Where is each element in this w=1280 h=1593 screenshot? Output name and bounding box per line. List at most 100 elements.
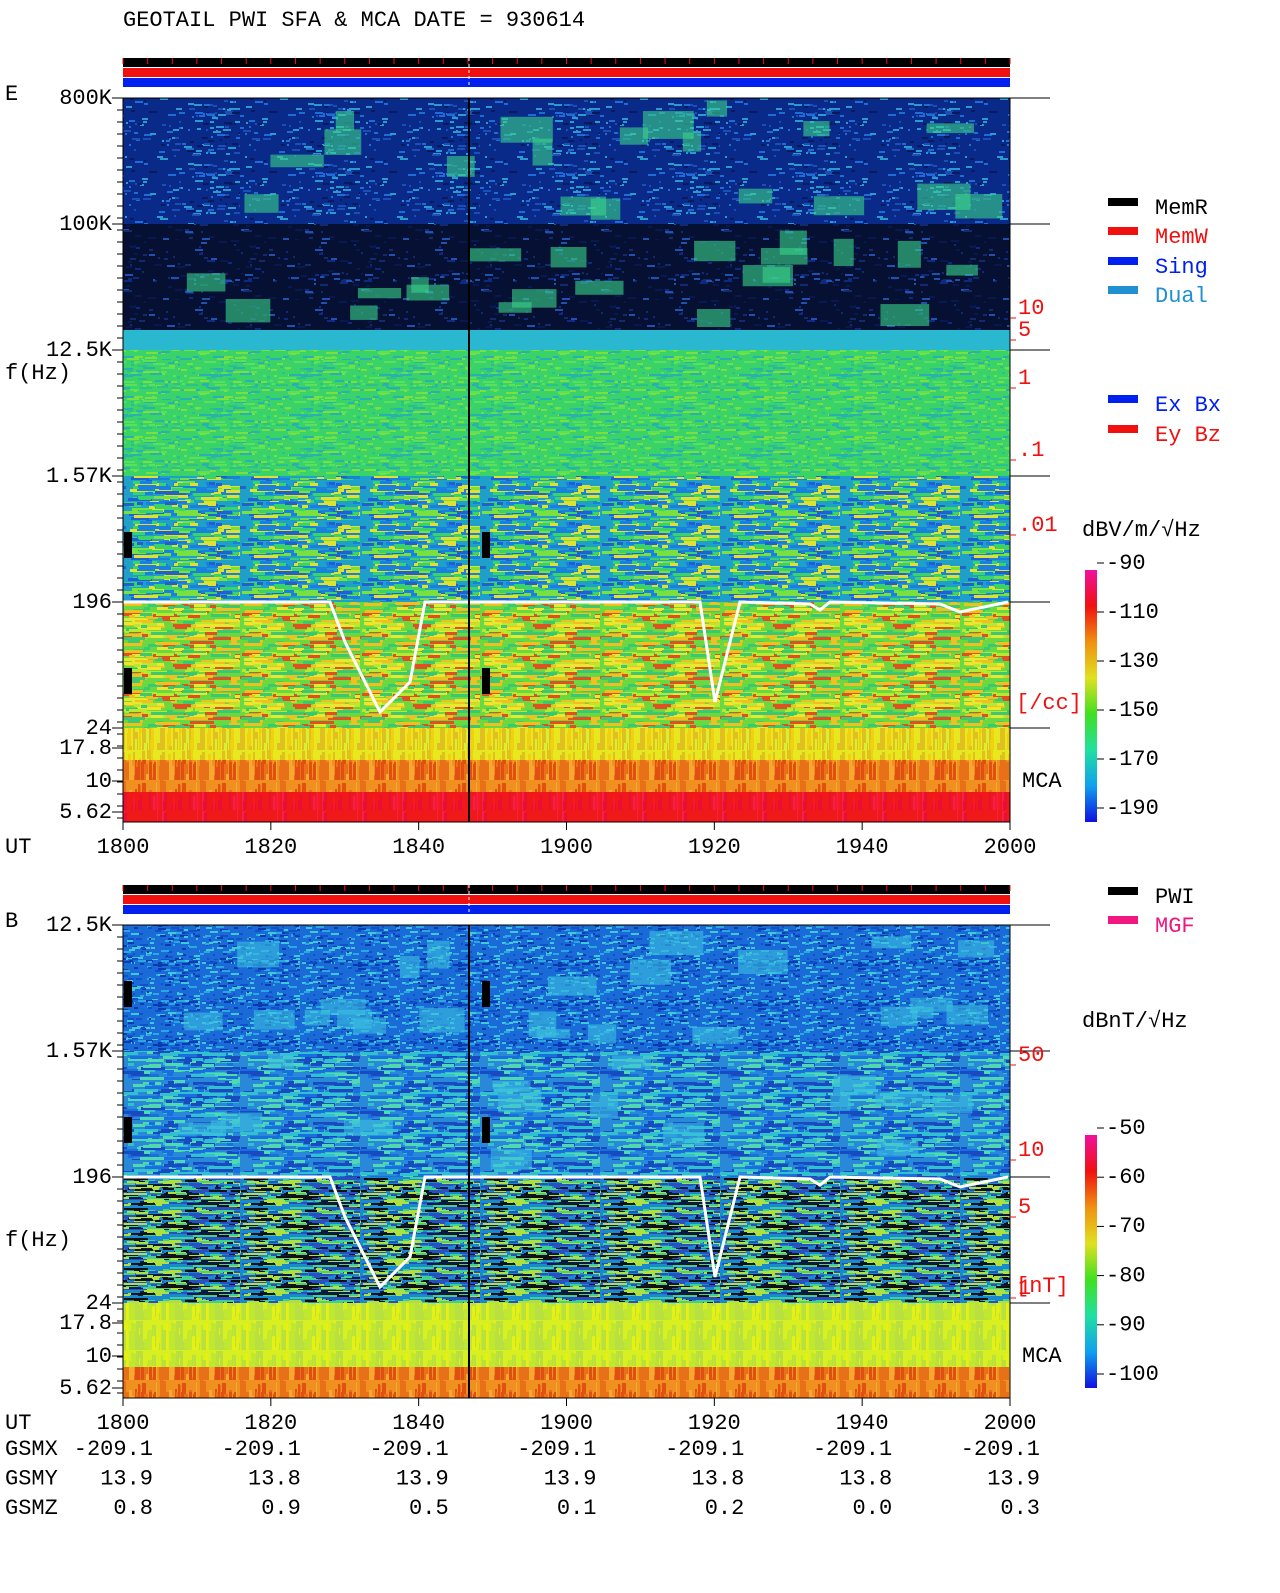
colorbar-unit: dBV/m/√Hz — [1082, 518, 1201, 543]
data-flag — [482, 668, 490, 694]
spectrum-band — [123, 602, 1010, 728]
legend-swatch — [1108, 198, 1138, 206]
data-flag — [124, 532, 132, 558]
y-tick-label: 1.57K — [46, 464, 113, 489]
status-bar — [123, 68, 1010, 77]
x-tick-label: 2000 — [984, 1411, 1037, 1436]
spectrum-band — [123, 728, 1010, 760]
spectrum-patch — [589, 1095, 618, 1118]
spectrum-patch — [446, 156, 475, 177]
spectrum-patch — [779, 230, 807, 255]
density-tick-label: 10 — [1018, 1138, 1044, 1163]
spectrum-patch — [253, 1009, 295, 1030]
colorbar-tick-label: -70 — [1106, 1214, 1146, 1239]
x-tick-label: 1940 — [836, 835, 889, 860]
spectrum-patch — [575, 280, 624, 295]
y-tick-label: 5.62 — [59, 1376, 112, 1401]
legend-swatch — [1108, 286, 1138, 294]
spectrum-patch — [270, 154, 324, 168]
spectrum-patch — [225, 298, 271, 323]
spectrum-band — [123, 792, 1010, 822]
spectrum-patch — [946, 264, 978, 276]
spectrum-patch — [532, 138, 553, 166]
y-tick-label: 800K — [59, 86, 113, 111]
spectrum-patch — [813, 196, 865, 216]
spectrum-patch — [406, 284, 450, 301]
spectrum-patch — [897, 240, 921, 268]
colorbar-tick-label: -60 — [1106, 1165, 1146, 1190]
legend-label: MemW — [1155, 225, 1209, 250]
spectrum-patch — [880, 1006, 918, 1026]
density-tick-label: 50 — [1018, 1043, 1044, 1068]
colorbar — [1085, 570, 1097, 822]
spectrum-patch — [469, 248, 522, 262]
spectrum-patch — [268, 1052, 294, 1069]
y-tick-label: 10 — [86, 1344, 112, 1369]
spectrum-patch — [742, 265, 793, 287]
title: GEOTAIL PWI SFA & MCA DATE = 930614 — [123, 8, 585, 33]
trace — [123, 1175, 1009, 1290]
y-tick-label: 100K — [59, 212, 113, 237]
status-bar — [123, 895, 1010, 904]
spectrum-patch — [917, 183, 971, 210]
spectrum-patch — [642, 111, 694, 139]
legend-swatch — [1108, 916, 1138, 924]
spectrum-patch — [399, 956, 420, 979]
spectrum-band — [123, 350, 1010, 476]
colorbar-tick-label: -90 — [1106, 551, 1146, 576]
x-tick-label: 1900 — [540, 835, 593, 860]
x-tick-label: 1900 — [540, 1411, 593, 1436]
spectrum-patch — [833, 238, 854, 267]
ephemeris-label: GSMY — [5, 1466, 58, 1491]
spectrum-patch — [335, 111, 355, 131]
y-tick-label: 12.5K — [46, 913, 113, 938]
spectrum-patch — [612, 1055, 652, 1070]
spectrum-patch — [958, 940, 995, 958]
x-tick-label: 1800 — [97, 835, 150, 860]
spectrum-patch — [738, 188, 773, 204]
y-tick-label: 1.57K — [46, 1039, 113, 1064]
density-unit: [nT] — [1016, 1274, 1069, 1299]
mca-label: MCA — [1022, 769, 1062, 794]
spectrum-patch — [692, 1026, 739, 1044]
spectrum-patch — [629, 959, 672, 985]
ephemeris-value: -209.1 — [665, 1437, 744, 1462]
y-tick-label: 196 — [72, 1165, 112, 1190]
spectrum-patch — [587, 1024, 617, 1044]
x-axis-label: UT — [5, 835, 31, 860]
spectrum-patch — [803, 121, 830, 137]
status-bar — [123, 78, 1010, 87]
density-tick-label: 1 — [1018, 1276, 1031, 1301]
spectrum-band — [123, 1051, 1010, 1177]
x-tick-label: 1920 — [688, 835, 741, 860]
spectrum-patch — [337, 1009, 372, 1029]
colorbar-tick-label: -170 — [1106, 747, 1159, 772]
y-tick-label: 5.62 — [59, 800, 112, 825]
colorbar-tick-label: -100 — [1106, 1362, 1159, 1387]
panel-label: E — [5, 82, 18, 107]
ephemeris-value: -209.1 — [813, 1437, 892, 1462]
spectrum-patch — [706, 100, 728, 117]
spectrum-patch — [696, 308, 731, 328]
spectrum-patch — [419, 1007, 465, 1033]
ephemeris-value: -209.1 — [517, 1437, 596, 1462]
colorbar-tick-label: -50 — [1106, 1116, 1146, 1141]
legend-label: MemR — [1155, 196, 1208, 221]
data-flag — [482, 981, 490, 1007]
colorbar-tick-label: -110 — [1106, 600, 1159, 625]
spectrum-patch — [738, 949, 788, 975]
status-bar — [123, 905, 1010, 914]
spectrum-patch — [550, 246, 587, 268]
data-flag — [124, 668, 132, 694]
spectrum-patch — [911, 1007, 934, 1019]
spectrum-patch — [932, 1095, 973, 1114]
legend-swatch — [1108, 227, 1138, 235]
data-flag — [124, 1117, 132, 1143]
spectrum-patch — [511, 289, 557, 308]
legend-label: Sing — [1155, 255, 1208, 280]
ephemeris-value: 13.9 — [396, 1466, 449, 1491]
legend-label: Ey Bz — [1155, 423, 1221, 448]
ephemeris-value: 0.9 — [261, 1496, 301, 1521]
spectrum-patch — [536, 1029, 571, 1039]
x-tick-label: 1920 — [688, 1411, 741, 1436]
